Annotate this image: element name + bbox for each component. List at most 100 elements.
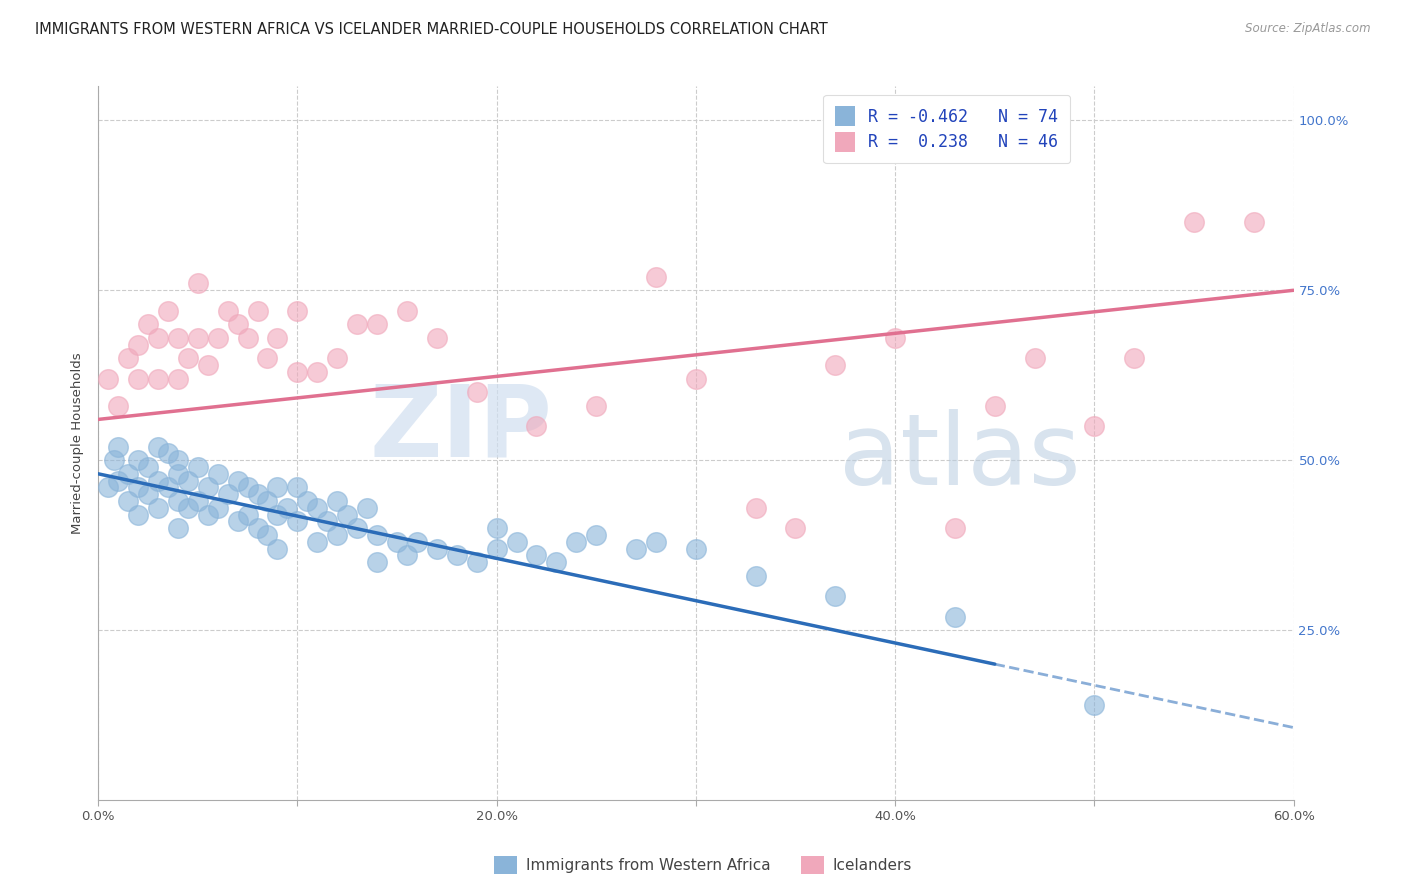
Point [197, 480, 219, 494]
Point [326, 351, 349, 366]
Point [406, 534, 429, 549]
Point [307, 500, 329, 515]
Point [97, 480, 120, 494]
Y-axis label: Married-couple Households: Married-couple Households [72, 352, 84, 534]
Point [187, 494, 209, 508]
Point [1123, 351, 1146, 366]
Point [983, 399, 1005, 413]
Point [166, 331, 188, 345]
Point [326, 494, 349, 508]
Point [236, 508, 259, 522]
Text: atlas: atlas [839, 409, 1081, 506]
Text: Source: ZipAtlas.com: Source: ZipAtlas.com [1246, 22, 1371, 36]
Point [156, 480, 179, 494]
Point [166, 494, 188, 508]
Text: ZIP: ZIP [370, 380, 553, 477]
Point [166, 371, 188, 385]
Point [943, 521, 966, 535]
Point [127, 508, 149, 522]
Point [166, 521, 188, 535]
Text: IMMIGRANTS FROM WESTERN AFRICA VS ICELANDER MARRIED-COUPLE HOUSEHOLDS CORRELATIO: IMMIGRANTS FROM WESTERN AFRICA VS ICELAN… [35, 22, 828, 37]
Point [246, 303, 269, 318]
Point [127, 337, 149, 351]
Point [505, 534, 527, 549]
Point [177, 351, 200, 366]
Point [287, 365, 309, 379]
Point [217, 487, 239, 501]
Point [645, 534, 668, 549]
Point [297, 494, 319, 508]
Point [426, 331, 449, 345]
Point [366, 555, 388, 569]
Point [526, 549, 548, 563]
Point [287, 515, 309, 529]
Point [246, 487, 269, 501]
Point [824, 589, 846, 603]
Point [246, 521, 269, 535]
Point [197, 358, 219, 372]
Point [685, 541, 707, 556]
Point [226, 474, 249, 488]
Point [207, 500, 229, 515]
Point [426, 541, 449, 556]
Point [266, 541, 288, 556]
Point [146, 371, 169, 385]
Point [465, 555, 488, 569]
Point [103, 453, 125, 467]
Point [146, 440, 169, 454]
Point [307, 365, 329, 379]
Point [366, 528, 388, 542]
Point [307, 534, 329, 549]
Point [385, 534, 408, 549]
Point [585, 528, 607, 542]
Point [485, 541, 508, 556]
Point [127, 371, 149, 385]
Point [276, 500, 298, 515]
Point [166, 453, 188, 467]
Point [136, 460, 159, 475]
Point [266, 480, 288, 494]
Point [356, 500, 378, 515]
Point [585, 399, 607, 413]
Point [197, 508, 219, 522]
Point [107, 440, 129, 454]
Point [1083, 698, 1105, 712]
Point [645, 269, 668, 284]
Point [236, 480, 259, 494]
Point [136, 487, 159, 501]
Point [207, 467, 229, 481]
Point [943, 609, 966, 624]
Point [1182, 215, 1205, 229]
Point [256, 494, 278, 508]
Point [785, 521, 807, 535]
Legend: R = -0.462   N = 74, R =  0.238   N = 46: R = -0.462 N = 74, R = 0.238 N = 46 [824, 95, 1070, 163]
Point [346, 521, 368, 535]
Point [166, 467, 188, 481]
Point [266, 331, 288, 345]
Point [336, 508, 359, 522]
Point [685, 371, 707, 385]
Point [256, 351, 278, 366]
Point [565, 534, 588, 549]
Point [146, 500, 169, 515]
Point [117, 494, 139, 508]
Point [346, 318, 368, 332]
Point [226, 515, 249, 529]
Point [136, 318, 159, 332]
Point [744, 500, 766, 515]
Point [97, 371, 120, 385]
Point [465, 385, 488, 400]
Point [884, 331, 907, 345]
Point [207, 331, 229, 345]
Point [326, 528, 349, 542]
Point [156, 303, 179, 318]
Point [177, 500, 200, 515]
Point [316, 515, 339, 529]
Point [1243, 215, 1265, 229]
Point [117, 467, 139, 481]
Point [156, 446, 179, 460]
Point [217, 303, 239, 318]
Point [146, 331, 169, 345]
Point [177, 474, 200, 488]
Point [624, 541, 647, 556]
